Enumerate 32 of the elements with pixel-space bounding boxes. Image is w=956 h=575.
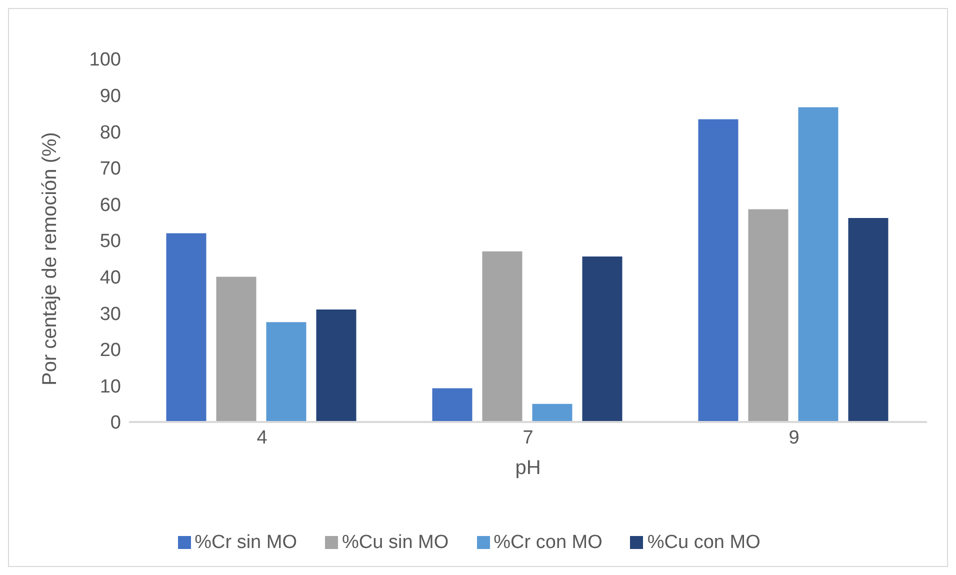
y-tick-label: 90 [100, 86, 121, 108]
y-tick-label: 80 [100, 122, 121, 144]
y-tick-label: 0 [110, 412, 121, 434]
legend-label: %Cr con MO [494, 532, 602, 553]
x-axis-title: pH [515, 457, 541, 479]
bar [848, 218, 888, 422]
y-tick-label: 60 [100, 194, 121, 216]
legend-label: %Cu con MO [647, 532, 760, 553]
bar [216, 276, 256, 422]
y-axis-title: Por centaje de remoción (%) [39, 132, 62, 386]
legend-label: %Cu sin MO [342, 532, 449, 553]
y-tick-label: 30 [100, 304, 121, 325]
bar [582, 256, 622, 422]
bar [432, 388, 472, 422]
bar [266, 322, 306, 422]
bar [798, 107, 838, 422]
y-tick-label: 10 [100, 376, 121, 398]
bar [532, 404, 572, 422]
y-tick-label: 20 [100, 340, 121, 362]
x-tick-label: 7 [522, 427, 534, 448]
x-tick-label: 9 [788, 427, 800, 448]
bar [316, 309, 356, 422]
y-tick-label: 50 [100, 231, 121, 252]
x-tick-label: 4 [256, 427, 268, 448]
bar [166, 233, 206, 422]
bar [482, 251, 522, 422]
bar [698, 119, 738, 422]
y-tick-label: 100 [89, 50, 121, 71]
y-tick-label: 70 [100, 158, 121, 180]
y-tick-label: 40 [100, 268, 121, 289]
legend-label: %Cr sin MO [194, 532, 298, 553]
bar [748, 209, 788, 422]
